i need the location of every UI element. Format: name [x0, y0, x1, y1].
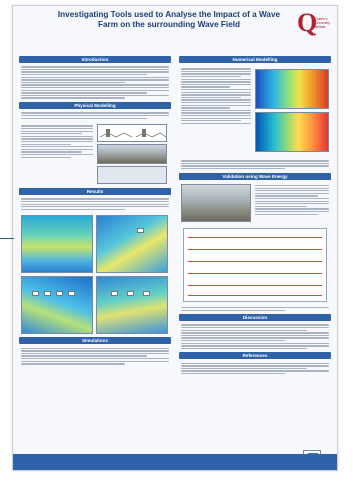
- contour-plot-1: [21, 215, 93, 274]
- results-text: [19, 195, 171, 213]
- wave-gauge-time-series: [183, 227, 327, 302]
- discussion-text: [179, 321, 331, 352]
- physical-modelling-paragraph: [21, 124, 93, 159]
- section-heading-results: Results: [19, 188, 171, 196]
- poster-title: Investigating Tools used to Analyse the …: [57, 10, 281, 29]
- wave-height-heatmap-2: [255, 112, 329, 152]
- section-heading-numerical-modelling: Numerical Modelling: [179, 56, 331, 63]
- left-column: Introduction Physical Modelling: [19, 56, 171, 368]
- validation-block: [179, 182, 331, 226]
- validation-text: [179, 304, 331, 314]
- section-heading-discussion: Discussion: [179, 314, 331, 322]
- introduction-text: [19, 63, 171, 102]
- physical-modelling-figures: [19, 124, 171, 186]
- poster: Investigating Tools used to Analyse the …: [12, 5, 338, 471]
- section-heading-references: References: [179, 352, 331, 360]
- tank-layout-image: [97, 166, 167, 185]
- university-logo: Q Queen's University Belfast: [297, 10, 333, 40]
- logo-letter: Q: [297, 8, 318, 37]
- physical-modelling-text: [19, 109, 171, 122]
- poster-footer: [13, 454, 337, 470]
- poster-header: Investigating Tools used to Analyse the …: [13, 6, 337, 46]
- numerical-modelling-block: [179, 65, 331, 155]
- logo-text: Queen's University Belfast: [315, 17, 330, 29]
- section-heading-simulations: Simulations: [19, 337, 171, 345]
- section-heading-introduction: Introduction: [19, 56, 171, 63]
- contour-plot-2: [96, 215, 168, 274]
- wave-tank-photo: [97, 144, 167, 165]
- numerical-modelling-paragraph: [181, 67, 251, 125]
- section-heading-physical-modelling: Physical Modelling: [19, 102, 171, 110]
- right-column: Numerical Modelling Validation using Wav…: [179, 56, 331, 378]
- device-sketch-image: [97, 124, 167, 143]
- numerical-modelling-text: [179, 157, 331, 173]
- wave-height-heatmap-1: [255, 69, 329, 109]
- wave-basin-photo: [181, 183, 251, 222]
- margin-rule: [0, 238, 14, 239]
- wave-field-contours: [19, 215, 171, 335]
- simulations-text: [19, 344, 171, 367]
- section-heading-validation: Validation using Wave Energy: [179, 172, 331, 180]
- references-text: [179, 359, 331, 377]
- contour-plot-4: [96, 276, 168, 335]
- contour-plot-3: [21, 276, 93, 335]
- validation-paragraph: [255, 184, 329, 216]
